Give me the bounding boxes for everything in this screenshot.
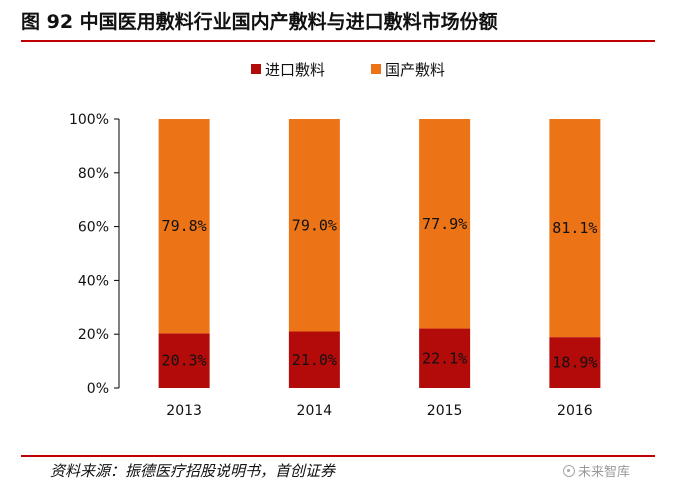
bar-import-segment [288, 331, 340, 388]
x-tick-label: 2013 [166, 403, 202, 419]
data-label-import: 18.9% [552, 354, 597, 372]
source-note: 资料来源：振德医疗招股说明书，首创证券 [50, 462, 336, 480]
x-tick-label: 2015 [427, 403, 463, 419]
y-tick-label: 0% [87, 381, 109, 397]
y-tick-label: 20% [78, 327, 109, 343]
y-tick-label: 100% [69, 112, 109, 128]
data-label-import: 22.1% [422, 349, 467, 367]
bar-domestic-segment [549, 119, 601, 338]
bar-import-segment [419, 328, 471, 388]
bar-import-segment [158, 333, 210, 388]
legend-label-import: 进口敷料 [265, 61, 325, 79]
data-label-domestic: 77.9% [422, 215, 467, 233]
data-label-domestic: 79.0% [292, 216, 337, 234]
legend-swatch-domestic [371, 64, 381, 74]
x-tick-label: 2016 [557, 403, 593, 419]
title-divider [21, 40, 655, 42]
data-label-domestic: 79.8% [162, 217, 207, 235]
legend-swatch-import [251, 64, 261, 74]
data-label-import: 20.3% [162, 352, 207, 370]
bar-domestic-segment [158, 119, 210, 334]
bar-domestic-segment [288, 119, 340, 332]
watermark-text: 未来智库 [578, 465, 631, 480]
watermark-logo-icon [563, 464, 575, 477]
watermark: 未来智库 [563, 461, 630, 480]
bar-domestic-segment [419, 119, 471, 329]
x-tick-label: 2014 [297, 403, 333, 419]
bar-import-segment [549, 337, 601, 388]
y-tick-label: 60% [78, 220, 109, 236]
figure-title: 图 92 中国医用敷料行业国内产敷料与进口敷料市场份额 [21, 11, 498, 33]
legend-label-domestic: 国产敷料 [385, 61, 445, 79]
data-label-import: 21.0% [292, 351, 337, 369]
data-label-domestic: 81.1% [552, 219, 597, 237]
y-tick-label: 80% [78, 166, 109, 182]
source-divider [21, 455, 655, 457]
y-tick-label: 40% [78, 273, 109, 289]
